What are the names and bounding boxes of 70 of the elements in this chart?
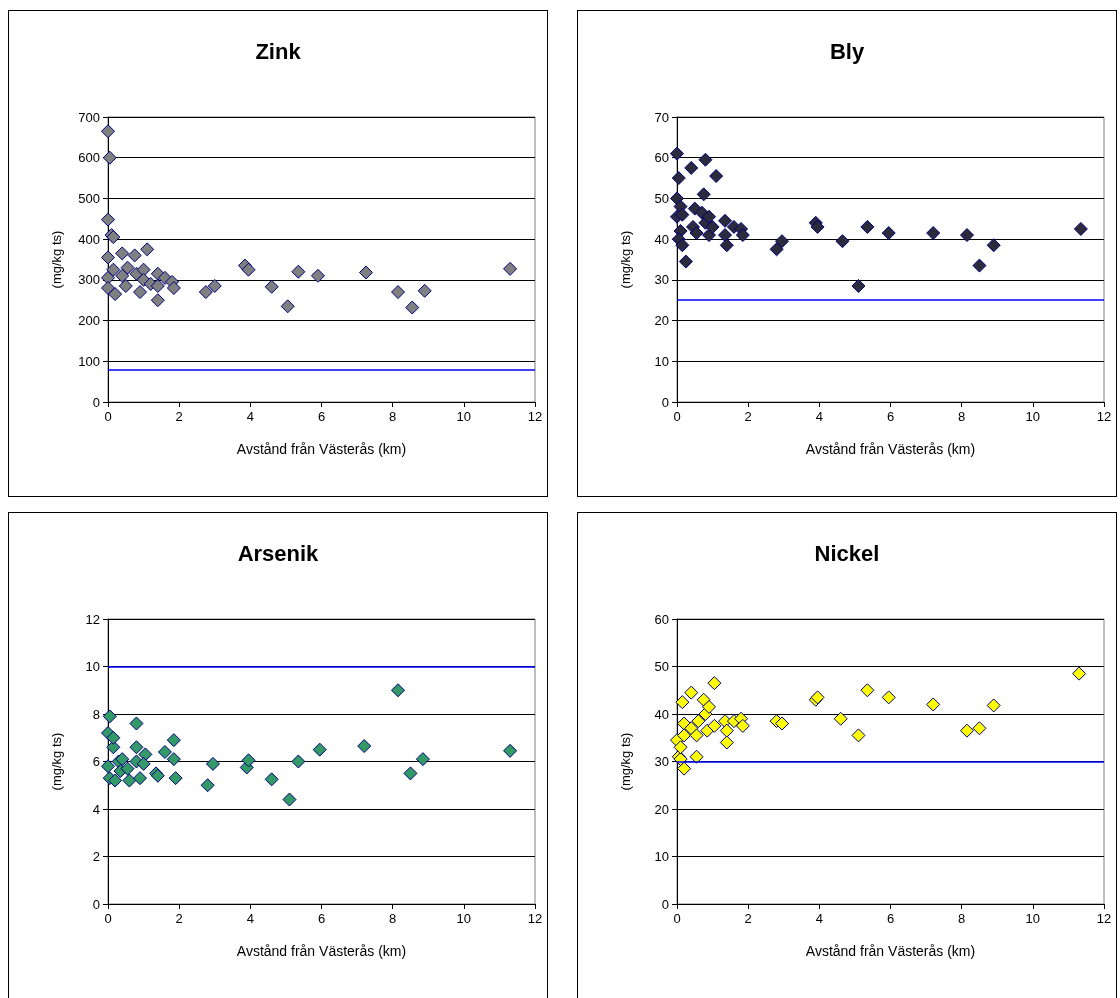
x-tick-label: 4 [815, 911, 823, 926]
y-tick-label: 12 [85, 611, 100, 627]
y-tick-label: 100 [78, 353, 100, 369]
x-tick-label: 12 [527, 409, 543, 424]
y-tick-label: 400 [78, 231, 100, 247]
x-tick-label: 0 [673, 911, 681, 926]
x-tick-label: 0 [104, 911, 112, 926]
y-tick-label: 200 [78, 313, 100, 329]
y-axis-title: (mg/kg ts) [618, 732, 633, 791]
chart-title: Nickel [814, 540, 880, 566]
y-tick-label: 6 [92, 754, 100, 769]
y-tick-label: 0 [92, 394, 100, 410]
y-tick-label: 30 [654, 272, 669, 288]
y-tick-label: 500 [78, 190, 100, 206]
x-tick-label: 2 [744, 409, 752, 424]
x-tick-label: 6 [886, 409, 895, 424]
y-tick-label: 0 [661, 394, 669, 410]
x-tick-label: 4 [246, 409, 254, 424]
y-tick-label: 70 [654, 109, 669, 125]
x-tick-label: 10 [1025, 409, 1041, 424]
y-tick-label: 8 [92, 706, 100, 722]
y-tick-label: 60 [654, 611, 669, 627]
y-tick-label: 20 [654, 801, 669, 817]
x-tick-label: 10 [1025, 911, 1041, 926]
x-tick-label: 2 [175, 409, 183, 424]
x-tick-label: 0 [673, 409, 681, 424]
x-tick-label: 8 [389, 409, 397, 424]
chart-title: Zink [255, 38, 302, 64]
y-tick-label: 40 [654, 706, 669, 722]
x-tick-label: 10 [456, 409, 472, 424]
x-tick-label: 0 [104, 409, 112, 424]
y-tick-label: 600 [78, 150, 100, 166]
x-tick-label: 4 [815, 409, 823, 424]
y-axis-title: (mg/kg ts) [49, 732, 64, 791]
y-axis-title: (mg/kg ts) [618, 230, 633, 289]
chart-title: Bly [829, 38, 865, 64]
x-axis-title: Avstånd från Västerås (km) [805, 943, 976, 959]
x-tick-label: 6 [317, 911, 326, 926]
x-tick-label: 12 [1096, 911, 1112, 926]
chart-title: Arsenik [237, 540, 320, 566]
x-tick-label: 8 [958, 409, 966, 424]
y-tick-label: 300 [78, 272, 100, 288]
y-tick-label: 30 [654, 754, 669, 769]
x-tick-label: 6 [317, 409, 326, 424]
y-axis-title: (mg/kg ts) [49, 230, 64, 289]
y-tick-label: 50 [654, 659, 669, 674]
x-tick-label: 4 [246, 911, 254, 926]
x-tick-label: 12 [1096, 409, 1112, 424]
y-tick-label: 0 [661, 896, 669, 912]
x-tick-label: 8 [958, 911, 966, 926]
x-tick-label: 10 [456, 911, 472, 926]
y-tick-label: 60 [654, 150, 669, 166]
x-tick-label: 8 [389, 911, 397, 926]
x-tick-label: 2 [175, 911, 183, 926]
x-axis-title: Avstånd från Västerås (km) [236, 441, 407, 457]
y-tick-label: 10 [654, 353, 669, 369]
y-tick-label: 2 [92, 849, 100, 864]
y-tick-label: 40 [654, 231, 669, 247]
x-tick-label: 12 [527, 911, 543, 926]
y-tick-label: 10 [654, 849, 669, 864]
y-tick-label: 4 [92, 801, 100, 817]
y-tick-label: 10 [85, 659, 100, 674]
y-tick-label: 700 [78, 109, 100, 125]
y-tick-label: 50 [654, 190, 669, 206]
x-axis-title: Avstånd från Västerås (km) [236, 943, 407, 959]
x-tick-label: 6 [886, 911, 895, 926]
x-axis-title: Avstånd från Västerås (km) [805, 441, 976, 457]
y-tick-label: 0 [92, 896, 100, 912]
y-tick-label: 20 [654, 313, 669, 329]
x-tick-label: 2 [744, 911, 752, 926]
